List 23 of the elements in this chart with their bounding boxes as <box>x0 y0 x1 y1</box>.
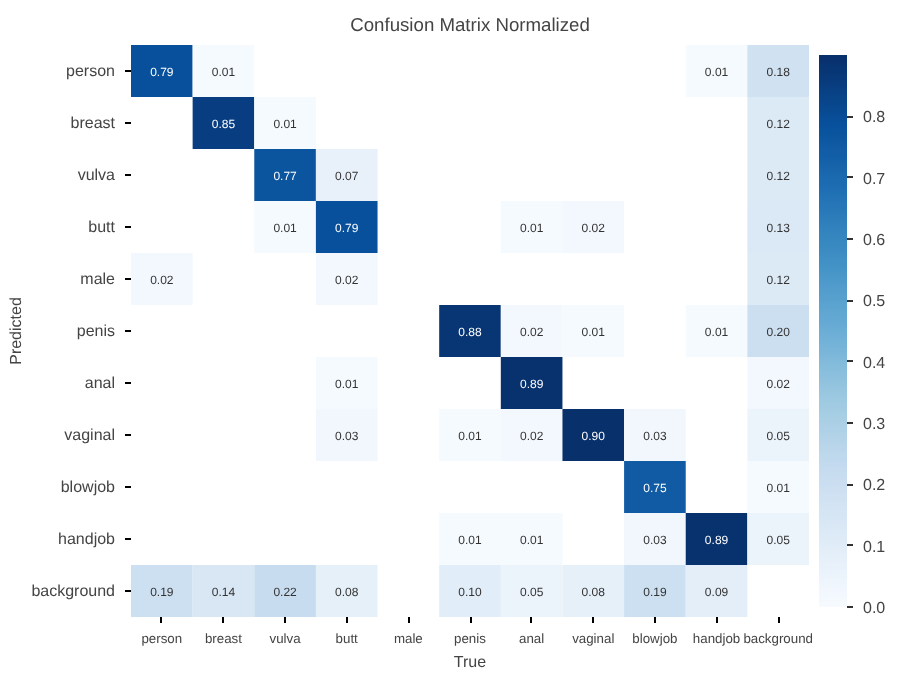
chart-title: Confusion Matrix Normalized <box>350 15 590 35</box>
y-tick-label: handjob <box>58 530 117 548</box>
color-bar-label: 0.5 <box>863 292 887 311</box>
color-bar-label: 0.6 <box>863 231 887 249</box>
y-axis-title: Predicted <box>7 297 26 365</box>
y-tick-label: breast <box>70 114 117 132</box>
x-axis-title: True <box>453 653 488 671</box>
color-bar-label: 0.4 <box>863 353 887 372</box>
y-tick-label: background <box>31 582 116 600</box>
color-bar-label: 0.2 <box>863 476 887 495</box>
color-bar-label: 0.0 <box>863 599 887 617</box>
color-bar-label: 0.8 <box>863 108 887 127</box>
y-tick-label: penis <box>76 322 115 340</box>
y-tick-label: male <box>80 270 117 288</box>
y-tick-label: butt <box>88 218 117 236</box>
color-bar-label: 0.1 <box>863 537 887 556</box>
y-tick-label: anal <box>84 374 116 392</box>
y-tick-label: vulva <box>77 166 117 184</box>
color-bar-label: 0.3 <box>863 415 887 433</box>
y-tick-label: blowjob <box>60 478 117 496</box>
color-bar-label: 0.7 <box>863 169 887 188</box>
y-tick-label: person <box>66 62 116 80</box>
y-tick-label: vaginal <box>64 426 116 444</box>
